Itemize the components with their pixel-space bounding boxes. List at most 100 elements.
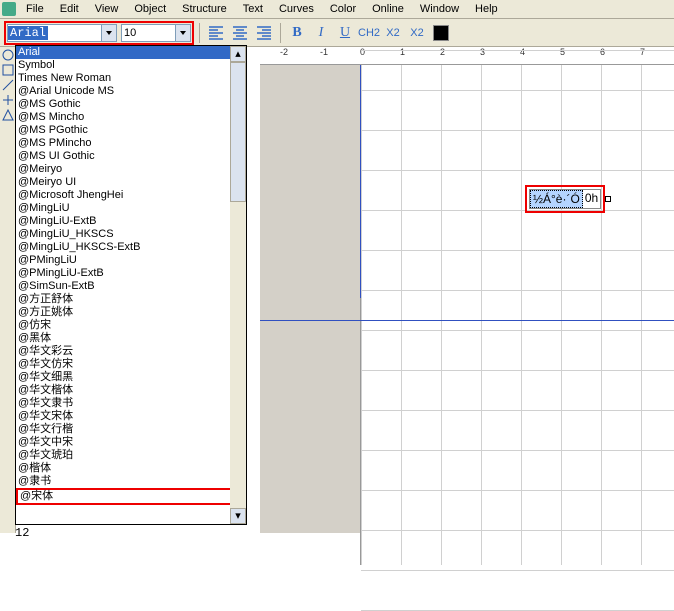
font-item[interactable]: @华文细黑 <box>16 371 246 384</box>
menu-view[interactable]: View <box>87 1 127 17</box>
align-center-button[interactable] <box>229 22 251 44</box>
page[interactable] <box>360 65 674 565</box>
y-axis <box>360 65 361 298</box>
font-item[interactable]: @MingLiU <box>16 202 246 215</box>
menu-window[interactable]: Window <box>412 1 467 17</box>
ruler-tick: 6 <box>600 47 605 57</box>
font-item[interactable]: @MS PGothic <box>16 124 246 137</box>
bold-button[interactable]: B <box>286 22 308 44</box>
menu-curves[interactable]: Curves <box>271 1 322 17</box>
tool-icon[interactable] <box>1 108 15 122</box>
superscript-button[interactable]: X2 <box>406 22 428 44</box>
font-dropdown-list[interactable]: Arial SymbolTimes New Roman@Arial Unicod… <box>15 45 247 525</box>
align-right-button[interactable] <box>253 22 275 44</box>
tool-icon[interactable] <box>1 63 15 77</box>
font-item[interactable]: @MingLiU_HKSCS <box>16 228 246 241</box>
font-item[interactable]: @MingLiU-ExtB <box>16 215 246 228</box>
tool-icon[interactable] <box>1 48 15 62</box>
scroll-down-button[interactable]: ▾ <box>230 508 246 524</box>
scroll-up-button[interactable]: ▴ <box>230 46 246 62</box>
text-selection: ½Á°è·´Ó <box>530 190 583 208</box>
vertical-toolbar <box>0 47 16 533</box>
font-item[interactable]: @SimSun-ExtB <box>16 280 246 293</box>
font-item[interactable]: @Meiryo UI <box>16 176 246 189</box>
font-item[interactable]: @Meiryo <box>16 163 246 176</box>
font-item[interactable]: @PMingLiU <box>16 254 246 267</box>
text-object-highlight: ½Á°è·´Ó 0h <box>525 185 605 213</box>
font-item[interactable]: @隶书 <box>16 475 246 488</box>
tool-icon[interactable] <box>1 93 15 107</box>
font-item[interactable]: @楷体 <box>16 462 246 475</box>
separator <box>280 23 281 43</box>
font-item[interactable]: @华文中宋 <box>16 436 246 449</box>
font-item[interactable]: @PMingLiU-ExtB <box>16 267 246 280</box>
font-controls-highlight: Arial 10 <box>4 21 194 45</box>
font-item[interactable]: @方正姚体 <box>16 306 246 319</box>
font-size-value: 10 <box>124 27 136 39</box>
font-item[interactable]: @MS UI Gothic <box>16 150 246 163</box>
ruler-tick: 1 <box>400 47 405 57</box>
ruler-tick: 4 <box>520 47 525 57</box>
font-item[interactable]: @华文宋体 <box>16 410 246 423</box>
font-item[interactable]: @Arial Unicode MS <box>16 85 246 98</box>
menu-edit[interactable]: Edit <box>52 1 87 17</box>
subscript-button[interactable]: X2 <box>382 22 404 44</box>
resize-handle[interactable] <box>605 196 611 202</box>
text-object[interactable]: ½Á°è·´Ó 0h <box>529 189 601 209</box>
font-item[interactable]: @华文隶书 <box>16 397 246 410</box>
app-icon <box>2 2 16 16</box>
italic-button[interactable]: I <box>310 22 332 44</box>
font-family-dropdown-icon[interactable] <box>101 25 116 41</box>
scroll-thumb[interactable] <box>230 62 246 202</box>
font-item[interactable]: @MingLiU_HKSCS-ExtB <box>16 241 246 254</box>
font-item[interactable]: @MS PMincho <box>16 137 246 150</box>
canvas-area: ½Á°è·´Ó 0h <box>260 65 674 533</box>
stray-text: 12 <box>15 526 29 540</box>
ruler-tick: 5 <box>560 47 565 57</box>
menu-color[interactable]: Color <box>322 1 364 17</box>
separator <box>199 23 200 43</box>
menu-help[interactable]: Help <box>467 1 506 17</box>
font-item[interactable]: @黑体 <box>16 332 246 345</box>
menu-text[interactable]: Text <box>235 1 271 17</box>
menu-file[interactable]: File <box>18 1 52 17</box>
align-left-button[interactable] <box>205 22 227 44</box>
font-size-dropdown-icon[interactable] <box>175 25 190 41</box>
ruler-tick: -1 <box>320 47 328 57</box>
menu-structure[interactable]: Structure <box>174 1 235 17</box>
font-item[interactable]: @华文仿宋 <box>16 358 246 371</box>
font-size-select[interactable]: 10 <box>121 24 191 42</box>
ch2-button[interactable]: CH2 <box>358 22 380 44</box>
font-family-select[interactable]: Arial <box>7 24 117 42</box>
menu-online[interactable]: Online <box>364 1 412 17</box>
font-item-highlighted[interactable]: Arial <box>16 46 246 59</box>
menu-object[interactable]: Object <box>126 1 174 17</box>
ruler-tick: 0 <box>360 47 365 57</box>
scrollbar: ▴ ▾ <box>230 46 246 524</box>
swatch-icon <box>433 25 449 41</box>
color-swatch[interactable] <box>430 22 452 44</box>
font-item[interactable]: @华文琥珀 <box>16 449 246 462</box>
font-item-marked[interactable]: @宋体 <box>16 488 246 505</box>
font-family-value: Arial <box>8 26 48 40</box>
ruler-tick: 2 <box>440 47 445 57</box>
font-item[interactable]: @华文楷体 <box>16 384 246 397</box>
text-rest: 0h <box>583 190 600 208</box>
font-item[interactable]: Times New Roman <box>16 72 246 85</box>
font-items-container: SymbolTimes New Roman@Arial Unicode MS@M… <box>16 59 246 488</box>
font-item[interactable]: @Microsoft JhengHei <box>16 189 246 202</box>
font-item[interactable]: @华文行楷 <box>16 423 246 436</box>
font-item[interactable]: @MS Mincho <box>16 111 246 124</box>
toolbar: Arial 10 B I U CH2 X2 X2 <box>0 19 674 47</box>
font-item[interactable]: Symbol <box>16 59 246 72</box>
ruler-tick: -2 <box>280 47 288 57</box>
font-item[interactable]: @华文彩云 <box>16 345 246 358</box>
ruler-tick: 7 <box>640 47 645 57</box>
font-item[interactable]: @MS Gothic <box>16 98 246 111</box>
tool-icon[interactable] <box>1 78 15 92</box>
font-item[interactable]: @方正舒体 <box>16 293 246 306</box>
font-item[interactable]: @仿宋 <box>16 319 246 332</box>
grid <box>361 65 674 565</box>
ruler-tick: 3 <box>480 47 485 57</box>
underline-button[interactable]: U <box>334 22 356 44</box>
